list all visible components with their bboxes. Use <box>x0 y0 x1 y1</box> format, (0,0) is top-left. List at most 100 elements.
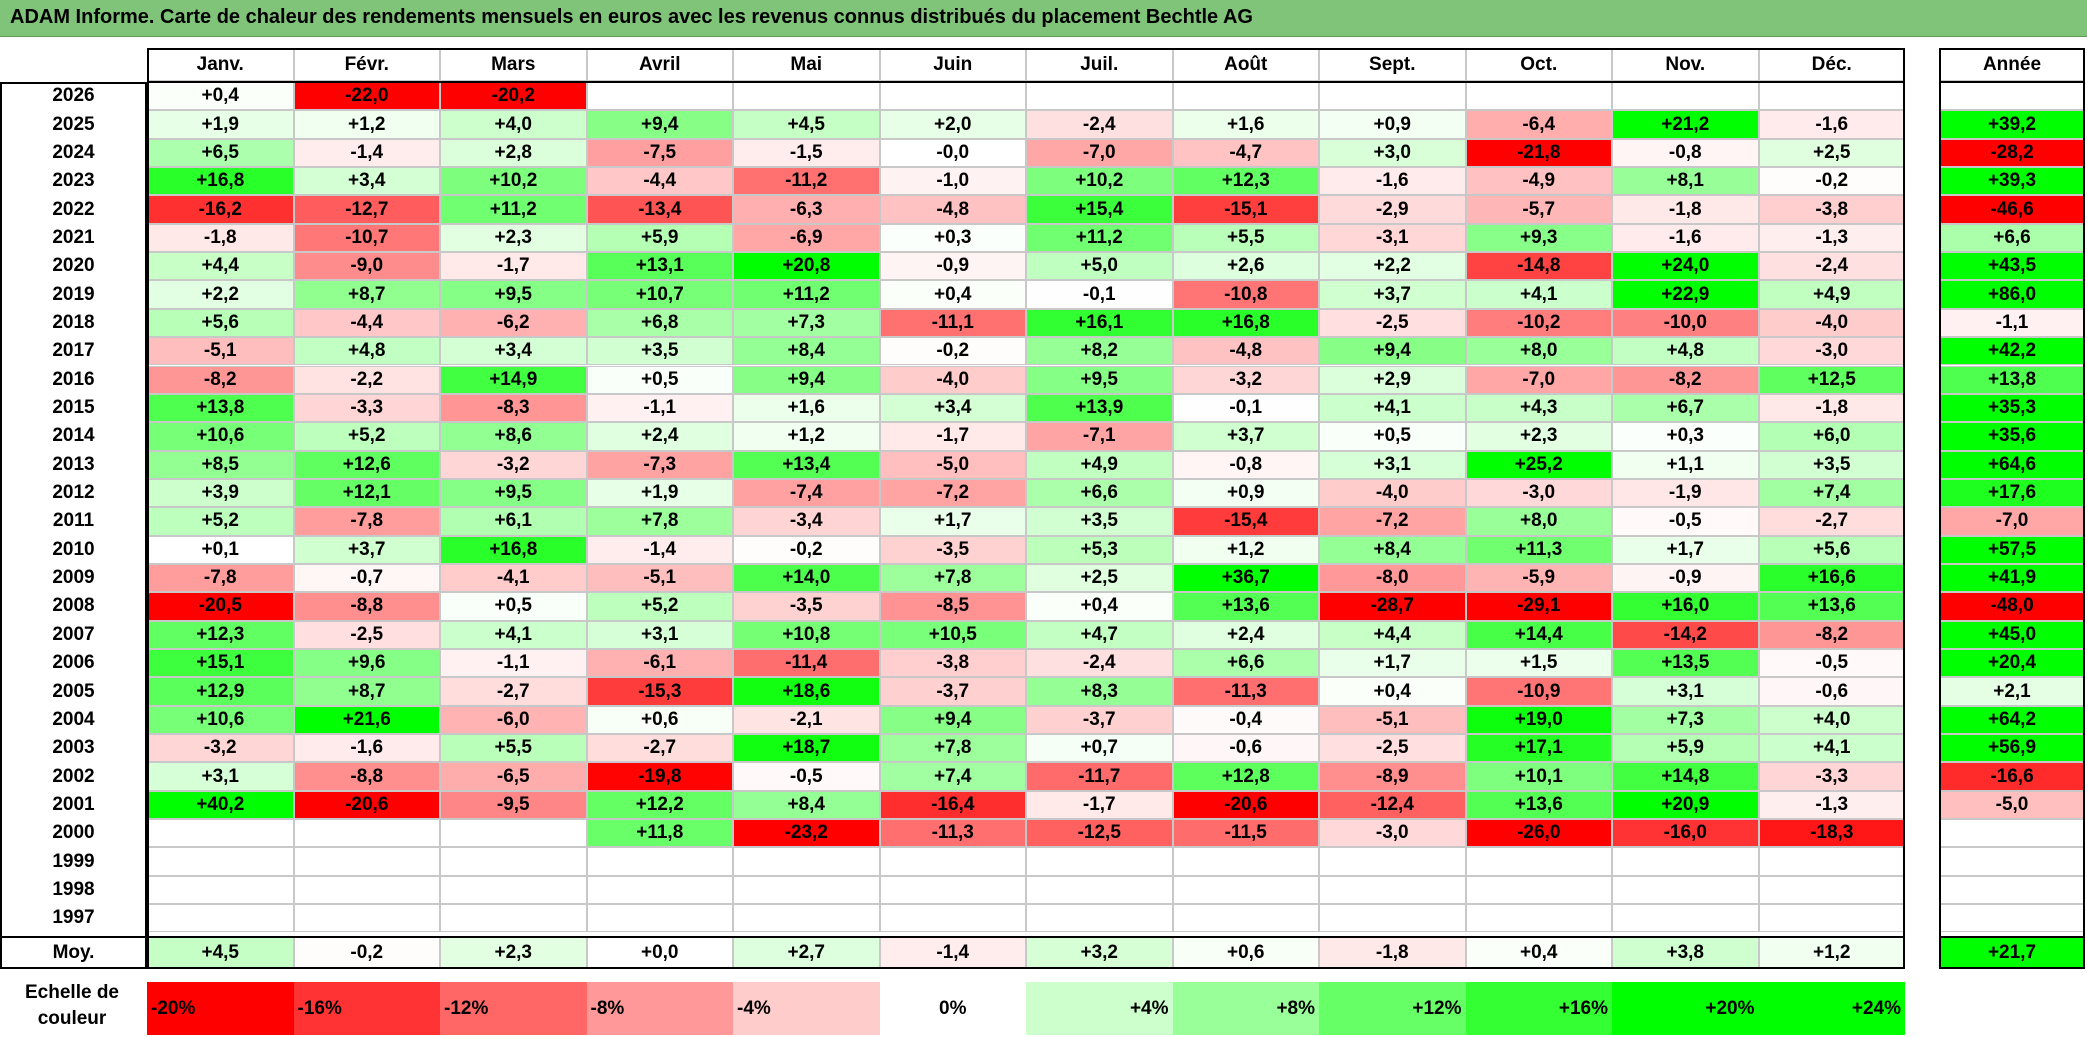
heatmap-cell: -0,4 <box>1172 705 1319 735</box>
heatmap-cell: +0,6 <box>586 705 733 735</box>
heatmap-cell: +12,8 <box>1172 762 1319 791</box>
annual-cell: -5,0 <box>1939 790 2085 820</box>
heatmap-cell: +8,0 <box>1465 337 1612 366</box>
annual-cell <box>1939 847 2085 876</box>
average-cell: +2,3 <box>440 937 587 969</box>
header-separator-annual <box>1939 81 2085 83</box>
color-scale-swatch: +4% <box>1026 982 1173 1035</box>
row-year-label: 2015 <box>52 397 95 419</box>
heatmap-cell: +10,2 <box>440 167 587 196</box>
heatmap-cell: -4,4 <box>586 167 733 196</box>
heatmap-cell <box>1612 875 1759 905</box>
color-scale-swatch: +12% <box>1319 982 1466 1035</box>
heatmap-cell: -4,8 <box>1172 337 1319 366</box>
heatmap-cell <box>1319 82 1466 111</box>
heatmap-cell <box>1319 904 1466 933</box>
heatmap-cell: -10,2 <box>1465 308 1612 338</box>
annual-cell: +56,9 <box>1939 734 2085 763</box>
heatmap-cell: +2,5 <box>1758 138 1905 168</box>
heatmap-cell: +12,3 <box>147 620 294 649</box>
annual-cell: -1,1 <box>1939 308 2085 338</box>
heatmap-cell: +12,9 <box>147 677 294 706</box>
heatmap-cell: -3,0 <box>1465 478 1612 508</box>
heatmap-cell: +4,8 <box>293 337 440 366</box>
heatmap-cell: -7,8 <box>293 507 440 536</box>
heatmap-cell: -7,8 <box>147 563 294 593</box>
heatmap-cell: +6,8 <box>586 308 733 338</box>
annual-cell <box>1939 875 2085 905</box>
heatmap-cell: +21,6 <box>293 705 440 735</box>
month-header: Avril <box>586 48 733 81</box>
heatmap-cell: -26,0 <box>1465 819 1612 848</box>
color-scale-swatch: -8% <box>586 982 733 1035</box>
heatmap-cell <box>733 904 880 933</box>
row-year-label: 2011 <box>52 510 95 532</box>
color-scale-swatch: -4% <box>733 982 880 1035</box>
heatmap-cell: -3,1 <box>1319 223 1466 253</box>
heatmap-cell: -3,2 <box>1172 365 1319 394</box>
heatmap-cell <box>440 847 587 876</box>
heatmap-cell: +8,4 <box>1319 535 1466 564</box>
heatmap-cell: -11,4 <box>733 649 880 678</box>
color-scale-swatch: -20% <box>147 982 294 1035</box>
average-separator-annual <box>1939 936 2085 938</box>
heatmap-cell: -6,0 <box>440 705 587 735</box>
heatmap-cell: +6,7 <box>1612 393 1759 423</box>
heatmap-cell: +13,6 <box>1465 790 1612 820</box>
heatmap-cell: +1,9 <box>147 110 294 139</box>
heatmap-cell: +15,4 <box>1026 195 1173 224</box>
heatmap-cell: +3,4 <box>440 337 587 366</box>
heatmap-cell: +5,2 <box>586 592 733 621</box>
heatmap-cell: +4,3 <box>1465 393 1612 423</box>
heatmap-cell: +9,5 <box>1026 365 1173 394</box>
heatmap-cell: +18,6 <box>733 677 880 706</box>
row-year-label: 2012 <box>52 482 95 504</box>
heatmap-cell: +4,7 <box>1026 620 1173 649</box>
heatmap-cell: +1,7 <box>879 507 1026 536</box>
average-cell: +0,6 <box>1172 937 1319 969</box>
heatmap-cell: -7,1 <box>1026 422 1173 451</box>
average-cell: -1,4 <box>879 937 1026 969</box>
heatmap-cell: +1,2 <box>1172 535 1319 564</box>
heatmap-cell: +1,1 <box>1612 450 1759 479</box>
heatmap-cell: -2,2 <box>293 365 440 394</box>
annual-cell: +43,5 <box>1939 252 2085 281</box>
heatmap-cell: +2,9 <box>1319 365 1466 394</box>
heatmap-cell: +10,2 <box>1026 167 1173 196</box>
heatmap-cell: +21,2 <box>1612 110 1759 139</box>
heatmap-cell <box>293 847 440 876</box>
heatmap-cell: +4,4 <box>1319 620 1466 649</box>
heatmap-cell <box>293 904 440 933</box>
heatmap-cell <box>1758 875 1905 905</box>
heatmap-cell: +0,5 <box>440 592 587 621</box>
heatmap-cell <box>879 847 1026 876</box>
row-year-label: 2018 <box>52 311 95 333</box>
row-year-label: 2005 <box>52 680 95 702</box>
heatmap-cell: +5,6 <box>1758 535 1905 564</box>
heatmap-cell: -0,2 <box>733 535 880 564</box>
average-cell: +0,4 <box>1465 937 1612 969</box>
heatmap-cell: -2,4 <box>1758 252 1905 281</box>
heatmap-cell: +5,2 <box>147 507 294 536</box>
heatmap-cell: +2,3 <box>1465 422 1612 451</box>
heatmap-cell <box>1172 904 1319 933</box>
heatmap-cell: +12,2 <box>586 790 733 820</box>
heatmap-cell: -3,2 <box>440 450 587 479</box>
heatmap-cell <box>1172 847 1319 876</box>
heatmap-cell: -21,8 <box>1465 138 1612 168</box>
heatmap-cell: -3,2 <box>147 734 294 763</box>
heatmap-cell: -7,2 <box>1319 507 1466 536</box>
heatmap-cell: -5,9 <box>1465 563 1612 593</box>
heatmap-cell: -7,2 <box>879 478 1026 508</box>
heatmap-cell: -4,8 <box>879 195 1026 224</box>
heatmap-cell: -19,8 <box>586 762 733 791</box>
heatmap-cell: +15,1 <box>147 649 294 678</box>
heatmap-cell <box>440 875 587 905</box>
heatmap-cell: +9,4 <box>586 110 733 139</box>
annual-cell: +2,1 <box>1939 677 2085 706</box>
heatmap-cell: -2,9 <box>1319 195 1466 224</box>
row-year-label: 2024 <box>52 141 95 163</box>
heatmap-cell: -20,6 <box>1172 790 1319 820</box>
annual-cell: -28,2 <box>1939 138 2085 168</box>
heatmap-cell: +6,0 <box>1758 422 1905 451</box>
